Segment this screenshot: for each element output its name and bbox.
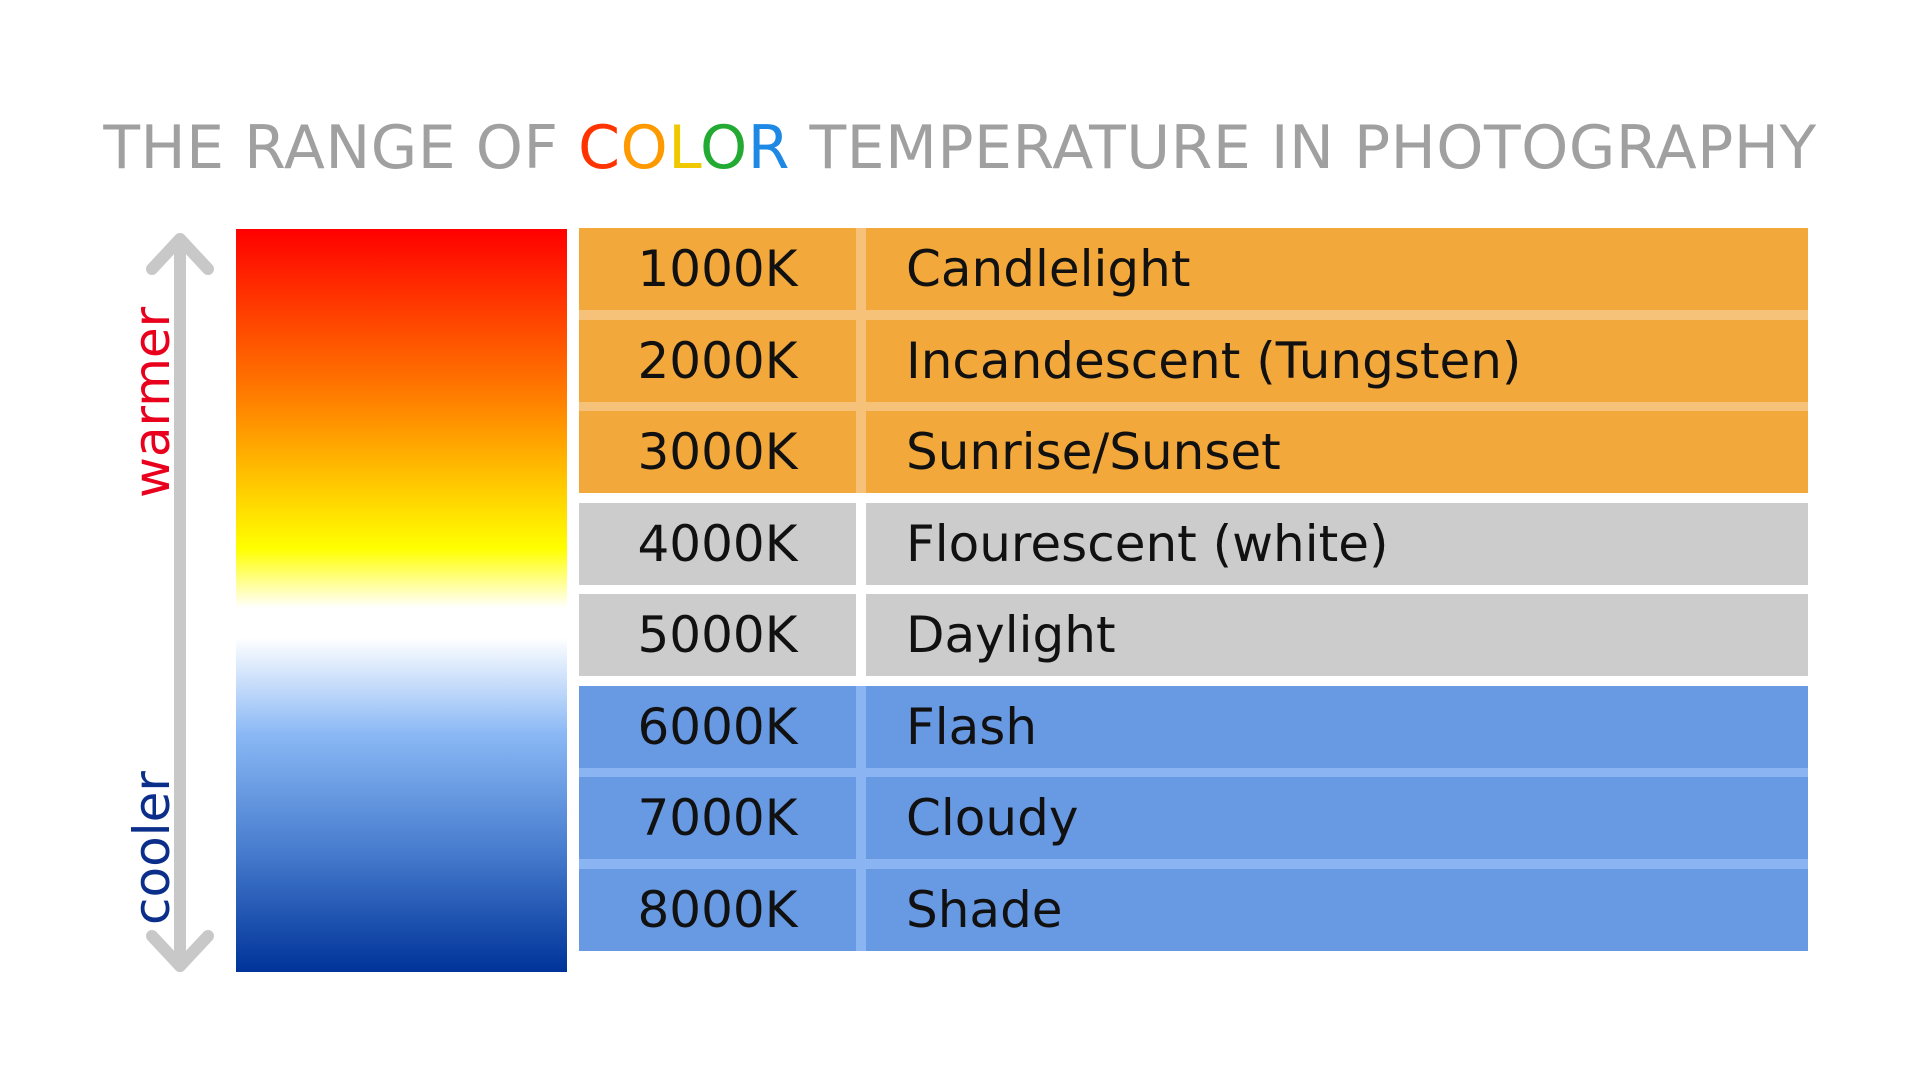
temperature-cell: 2000K bbox=[579, 319, 856, 402]
row-divider bbox=[579, 676, 1808, 686]
light-source-cell: Flash bbox=[866, 685, 1808, 768]
column-divider bbox=[856, 868, 866, 951]
title-color-letter: R bbox=[747, 113, 790, 183]
light-source-cell: Shade bbox=[866, 868, 1808, 951]
row-divider bbox=[579, 310, 1808, 320]
temperature-cell: 1000K bbox=[579, 228, 856, 310]
table-row: 4000K Flourescent (white) bbox=[579, 493, 1808, 585]
color-temperature-gradient-bar bbox=[236, 229, 567, 972]
cooler-label: cooler bbox=[123, 771, 181, 925]
column-divider bbox=[856, 411, 866, 493]
row-divider bbox=[579, 767, 1808, 777]
table-row: 5000K Daylight bbox=[579, 584, 1808, 676]
double-headed-vertical-arrow-icon bbox=[146, 233, 214, 972]
column-divider bbox=[856, 319, 866, 402]
table-row: 8000K Shade bbox=[579, 859, 1808, 951]
column-divider bbox=[856, 502, 866, 585]
title-part-1: THE RANGE OF bbox=[103, 113, 579, 183]
column-divider bbox=[856, 685, 866, 768]
light-source-cell: Daylight bbox=[866, 594, 1808, 676]
title-color-word: COLOR bbox=[578, 113, 790, 183]
title-color-letter: O bbox=[700, 113, 748, 183]
table-row: 7000K Cloudy bbox=[579, 767, 1808, 859]
warmer-label: warmer bbox=[123, 306, 181, 498]
temperature-cell: 7000K bbox=[579, 777, 856, 859]
row-divider bbox=[579, 584, 1808, 594]
table-row: 1000K Candlelight bbox=[579, 228, 1808, 310]
light-source-cell: Sunrise/Sunset bbox=[866, 411, 1808, 493]
title-color-letter: L bbox=[668, 113, 701, 183]
table-row: 3000K Sunrise/Sunset bbox=[579, 401, 1808, 493]
table-row: 6000K Flash bbox=[579, 676, 1808, 768]
temperature-cell: 3000K bbox=[579, 411, 856, 493]
title-color-letter: O bbox=[620, 113, 669, 183]
temperature-cell: 6000K bbox=[579, 685, 856, 768]
light-source-cell: Incandescent (Tungsten) bbox=[866, 319, 1808, 402]
page-title: THE RANGE OF COLOR TEMPERATURE IN PHOTOG… bbox=[0, 108, 1920, 188]
title-part-2: TEMPERATURE IN PHOTOGRAPHY bbox=[789, 113, 1817, 183]
temperature-cell: 8000K bbox=[579, 868, 856, 951]
column-divider bbox=[856, 777, 866, 859]
title-color-letter: C bbox=[578, 113, 621, 183]
light-source-cell: Candlelight bbox=[866, 228, 1808, 310]
row-divider bbox=[579, 493, 1808, 503]
temperature-cell: 4000K bbox=[579, 502, 856, 585]
table-row: 2000K Incandescent (Tungsten) bbox=[579, 310, 1808, 402]
light-source-cell: Cloudy bbox=[866, 777, 1808, 859]
row-divider bbox=[579, 859, 1808, 869]
column-divider bbox=[856, 228, 866, 310]
column-divider bbox=[856, 594, 866, 676]
temperature-cell: 5000K bbox=[579, 594, 856, 676]
color-temperature-table: 1000K Candlelight 2000K Incandescent (Tungs… bbox=[579, 228, 1808, 973]
light-source-cell: Flourescent (white) bbox=[866, 502, 1808, 585]
row-divider bbox=[579, 401, 1808, 411]
